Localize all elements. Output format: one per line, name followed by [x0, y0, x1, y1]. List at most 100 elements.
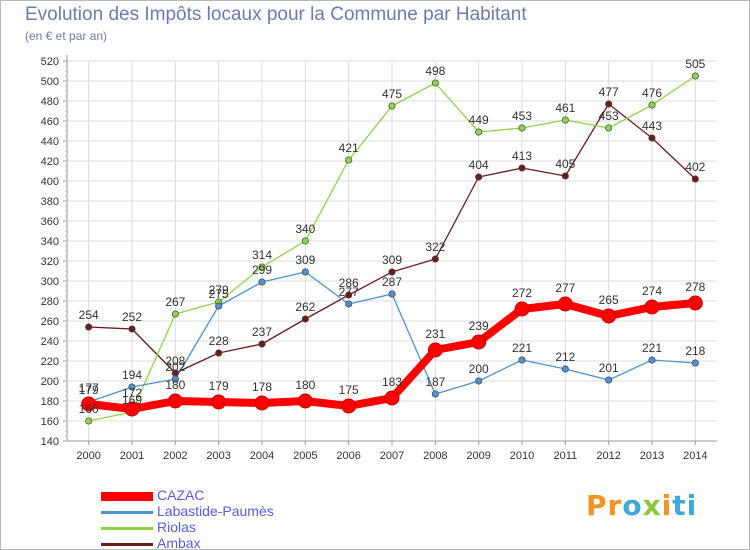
- data-point: [427, 342, 443, 358]
- data-label: 477: [599, 85, 619, 99]
- data-label: 340: [295, 222, 315, 236]
- data-label: 252: [122, 310, 142, 324]
- data-label: 187: [425, 375, 445, 389]
- data-label: 265: [599, 293, 619, 307]
- data-label: 275: [209, 287, 229, 301]
- data-point: [605, 376, 613, 384]
- data-point: [341, 398, 357, 414]
- legend-label: Ambax: [157, 535, 201, 550]
- y-tick-label: 160: [41, 416, 59, 428]
- x-tick-label: 2002: [163, 450, 187, 462]
- data-labels: 177 172 180 179 178 180 175 183 231 239 272 277 265 2…: [79, 57, 706, 416]
- data-point: [431, 79, 439, 87]
- data-label: 254: [79, 308, 99, 322]
- y-tick-label: 380: [41, 196, 59, 208]
- y-tick-label: 320: [41, 256, 59, 268]
- data-point: [124, 401, 140, 417]
- data-label: 237: [252, 325, 272, 339]
- data-label: 309: [295, 253, 315, 267]
- data-label: 475: [382, 87, 402, 101]
- x-tick-label: 2013: [640, 450, 664, 462]
- data-label: 404: [469, 158, 489, 172]
- data-label: 221: [642, 341, 662, 355]
- data-point: [518, 164, 526, 172]
- y-tick-label: 200: [41, 376, 59, 388]
- data-label: 402: [685, 160, 705, 174]
- x-tick-label: 2000: [76, 450, 100, 462]
- y-tick-label: 220: [41, 356, 59, 368]
- legend-label: CAZAC: [157, 487, 205, 503]
- data-label: 421: [339, 141, 359, 155]
- data-label: 274: [642, 284, 662, 298]
- data-point: [171, 375, 179, 383]
- data-point: [648, 356, 656, 364]
- data-point: [345, 300, 353, 308]
- y-tick-label: 280: [41, 296, 59, 308]
- x-axis-ticks: 2000 2001 2002 2003 2004 2005 2006 2007 2008 2009…: [76, 441, 708, 462]
- data-label: 278: [685, 280, 705, 294]
- data-label: 180: [165, 378, 185, 392]
- data-label: 461: [555, 101, 575, 115]
- data-label: 267: [165, 295, 185, 309]
- x-tick-label: 2014: [683, 450, 707, 462]
- x-tick-label: 2006: [336, 450, 360, 462]
- data-point: [691, 175, 699, 183]
- y-tick-label: 340: [41, 236, 59, 248]
- data-point: [301, 315, 309, 323]
- data-point: [601, 308, 617, 324]
- y-tick-label: 300: [41, 276, 59, 288]
- data-point: [561, 365, 569, 373]
- data-label: 277: [555, 281, 575, 295]
- proxiti-logo: Proxiti: [586, 489, 698, 522]
- data-point: [388, 268, 396, 276]
- data-point: [254, 395, 270, 411]
- legend-swatch: [101, 511, 153, 514]
- chart-subtitle: (en € et par an): [25, 29, 108, 43]
- x-tick-label: 2003: [206, 450, 230, 462]
- data-point: [85, 323, 93, 331]
- y-tick-label: 140: [41, 436, 59, 448]
- data-label: 413: [512, 149, 532, 163]
- data-label: 177: [79, 381, 99, 395]
- data-label: 175: [339, 383, 359, 397]
- y-tick-label: 240: [41, 336, 59, 348]
- data-point: [471, 334, 487, 350]
- data-point: [648, 101, 656, 109]
- y-tick-label: 480: [41, 96, 59, 108]
- data-point: [81, 396, 97, 412]
- data-point: [431, 390, 439, 398]
- data-label: 218: [685, 344, 705, 358]
- data-label: 160: [79, 402, 99, 416]
- data-point: [128, 325, 136, 333]
- x-tick-label: 2009: [466, 450, 490, 462]
- data-point: [431, 255, 439, 263]
- data-point: [691, 72, 699, 80]
- data-label: 202: [165, 360, 185, 374]
- data-label: 449: [469, 113, 489, 127]
- y-tick-label: 360: [41, 216, 59, 228]
- x-tick-label: 2008: [423, 450, 447, 462]
- data-point: [128, 383, 136, 391]
- data-label: 200: [469, 362, 489, 376]
- data-point: [475, 173, 483, 181]
- data-label: 212: [555, 350, 575, 364]
- data-point: [301, 268, 309, 276]
- data-label: 277: [339, 285, 359, 299]
- y-tick-label: 460: [41, 116, 59, 128]
- data-label: 231: [425, 327, 445, 341]
- data-point: [258, 278, 266, 286]
- legend-swatch: [101, 492, 153, 501]
- data-point: [258, 340, 266, 348]
- data-label: 183: [382, 375, 402, 389]
- y-tick-label: 520: [41, 56, 59, 68]
- data-point: [475, 128, 483, 136]
- grid-lines: [67, 60, 717, 442]
- data-label: 221: [512, 341, 532, 355]
- data-label: 287: [382, 275, 402, 289]
- y-tick-label: 400: [41, 176, 59, 188]
- y-tick-label: 440: [41, 136, 59, 148]
- data-point: [644, 299, 660, 315]
- data-label: 201: [599, 361, 619, 375]
- data-label: 179: [209, 379, 229, 393]
- x-tick-label: 2010: [510, 450, 534, 462]
